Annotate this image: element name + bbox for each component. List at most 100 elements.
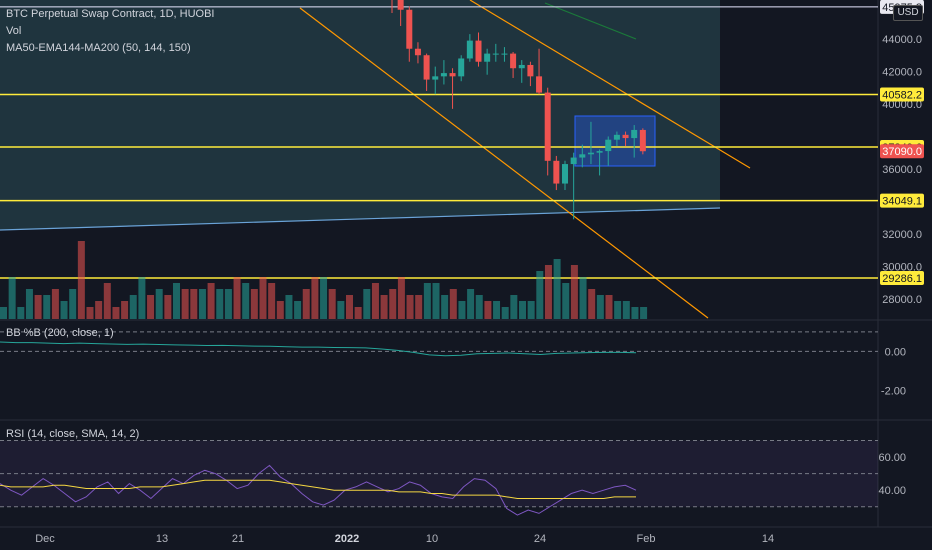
volume-bar <box>475 295 483 319</box>
candle-body <box>458 58 465 77</box>
candle-body <box>605 139 612 152</box>
price-level-tag <box>880 144 924 159</box>
volume-bar <box>544 265 552 319</box>
candle-body <box>579 154 586 158</box>
volume-bar <box>121 301 129 319</box>
candle-body <box>570 157 577 165</box>
volume-bar <box>449 289 457 319</box>
candle-body <box>544 92 551 161</box>
time-tick-label: Dec <box>35 533 55 545</box>
volume-bar <box>224 289 232 319</box>
volume-bar <box>553 259 561 319</box>
volume-bar <box>302 289 310 319</box>
candle-body <box>639 129 646 152</box>
volume-bar <box>233 277 241 319</box>
volume-bar <box>155 289 163 319</box>
volume-bar <box>207 283 215 319</box>
volume-bar <box>363 289 371 319</box>
volume-bar <box>60 301 68 319</box>
volume-bar <box>34 295 42 319</box>
volume-bar <box>0 307 7 319</box>
volume-bar <box>285 295 293 319</box>
time-tick-label: 2022 <box>335 533 359 545</box>
volume-bar <box>527 301 535 319</box>
candle-body <box>631 129 638 139</box>
candle-body <box>397 0 404 10</box>
candle-body <box>466 40 473 59</box>
volume-bar <box>103 283 111 319</box>
volume-bar <box>276 301 284 319</box>
volume-bar <box>371 283 379 319</box>
volume-bar <box>622 301 630 319</box>
candle-body <box>501 53 508 55</box>
volume-bar <box>216 289 224 319</box>
volume-bar <box>268 283 276 319</box>
price-level-tag-text: 29286.1 <box>882 273 922 285</box>
volume-bar <box>484 301 492 319</box>
volume-bar <box>181 289 189 319</box>
time-tick-label: 14 <box>762 533 774 545</box>
volume-bar <box>501 307 509 319</box>
rsi-series-line <box>0 464 637 516</box>
rsi-band-fill <box>0 440 878 507</box>
volume-bar <box>596 295 604 319</box>
candle-body <box>406 9 413 49</box>
currency-button[interactable]: USD <box>893 5 923 21</box>
price-tick-label: 36000.0 <box>882 164 922 176</box>
volume-bar <box>112 307 120 319</box>
vol-label: Vol <box>6 25 22 37</box>
rsi-pane-title: RSI (14, close, SMA, 14, 2) <box>6 428 140 440</box>
volume-bar <box>320 277 328 319</box>
symbol-title: BTC Perpetual Swap Contract, 1D, HUOBI <box>6 8 215 20</box>
volume-bar <box>380 295 388 319</box>
candle-body <box>414 48 421 56</box>
volume-bar <box>328 289 336 319</box>
volume-bar <box>86 307 94 319</box>
channel-lower-line <box>299 7 709 319</box>
volume-bar <box>95 301 103 319</box>
volume-bar <box>8 277 16 319</box>
price-level-tag-text: 34049.1 <box>882 196 922 208</box>
candle-body <box>432 76 439 80</box>
volume-bar <box>570 265 578 319</box>
time-tick-label: 24 <box>534 533 546 545</box>
volume-bar <box>640 307 648 319</box>
rsi-tick-label: 40.00 <box>878 485 906 497</box>
time-tick-label: Feb <box>637 533 656 545</box>
volume-bar <box>397 277 405 319</box>
price-level-tag <box>880 193 924 208</box>
volume-bar <box>51 289 59 319</box>
candle-body <box>562 164 568 184</box>
volume-bar <box>415 295 423 319</box>
volume-bar <box>77 241 85 319</box>
price-tick-label: 32000.0 <box>882 229 922 241</box>
candle-body <box>423 55 430 80</box>
price-tick-label: 42000.0 <box>882 66 922 78</box>
support-trendline <box>0 207 721 231</box>
consolidation-box <box>574 115 656 167</box>
volume-bar <box>432 283 440 319</box>
volume-bar <box>605 295 613 319</box>
volume-bar <box>406 295 414 319</box>
volume-bar <box>311 277 319 319</box>
price-tick-label: 30000.0 <box>882 261 922 273</box>
volume-bar <box>242 283 250 319</box>
candle-body <box>492 53 499 55</box>
moving-average-line <box>544 2 637 40</box>
volume-bar <box>198 289 206 319</box>
price-level-tag <box>880 87 924 102</box>
volume-bar <box>69 289 77 319</box>
price-tick-label: 44000.0 <box>882 34 922 46</box>
volume-bar <box>441 295 449 319</box>
channel-upper-line <box>469 0 751 169</box>
volume-bar <box>562 283 570 319</box>
volume-bar <box>173 283 180 319</box>
candle-body <box>440 73 447 77</box>
candle-body <box>553 160 560 184</box>
price-tick-label: 40000.0 <box>882 99 922 111</box>
price-level-tag <box>880 270 924 285</box>
volume-bar <box>294 301 302 319</box>
volume-bar <box>510 295 518 319</box>
